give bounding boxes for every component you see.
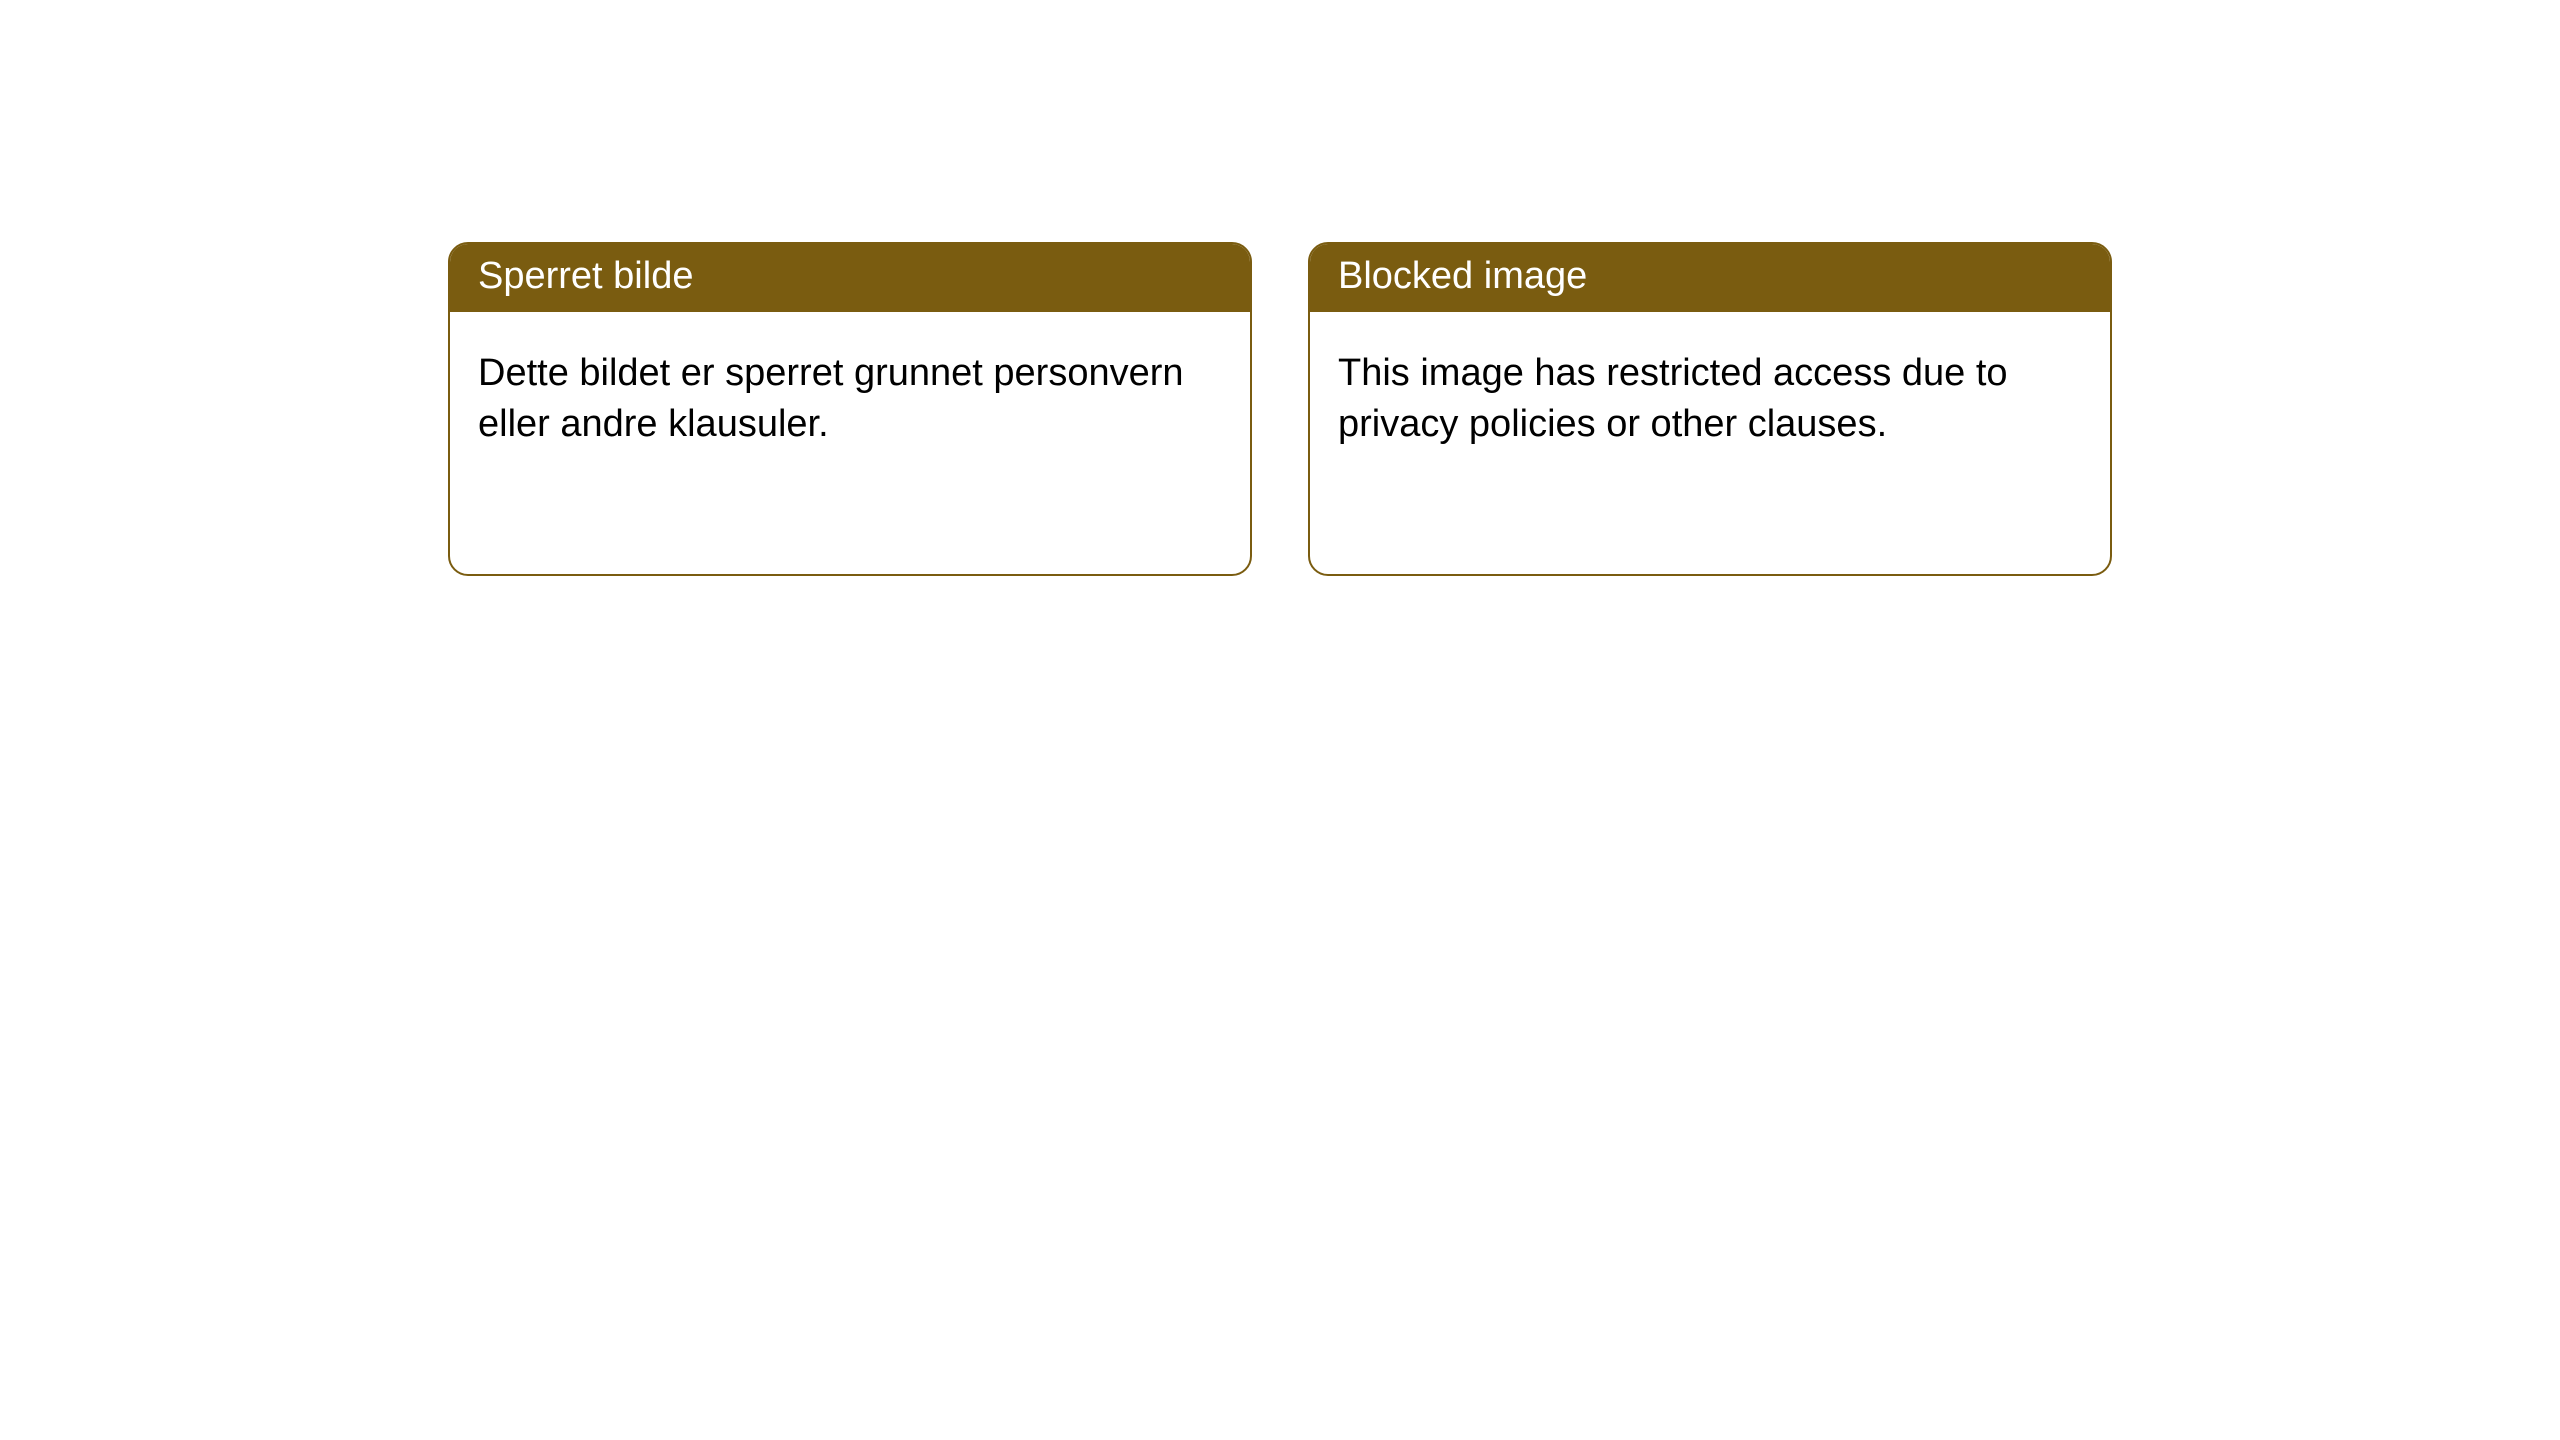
card-title: Blocked image [1338,255,1587,297]
card-body: This image has restricted access due to … [1310,312,2110,574]
card-body-text: Dette bildet er sperret grunnet personve… [478,352,1184,445]
card-header: Sperret bilde [450,244,1250,312]
card-body: Dette bildet er sperret grunnet personve… [450,312,1250,574]
notice-card-norwegian: Sperret bilde Dette bildet er sperret gr… [448,242,1252,576]
card-title: Sperret bilde [478,255,693,297]
card-body-text: This image has restricted access due to … [1338,352,2008,445]
notice-container: Sperret bilde Dette bildet er sperret gr… [0,0,2560,576]
notice-card-english: Blocked image This image has restricted … [1308,242,2112,576]
card-header: Blocked image [1310,244,2110,312]
